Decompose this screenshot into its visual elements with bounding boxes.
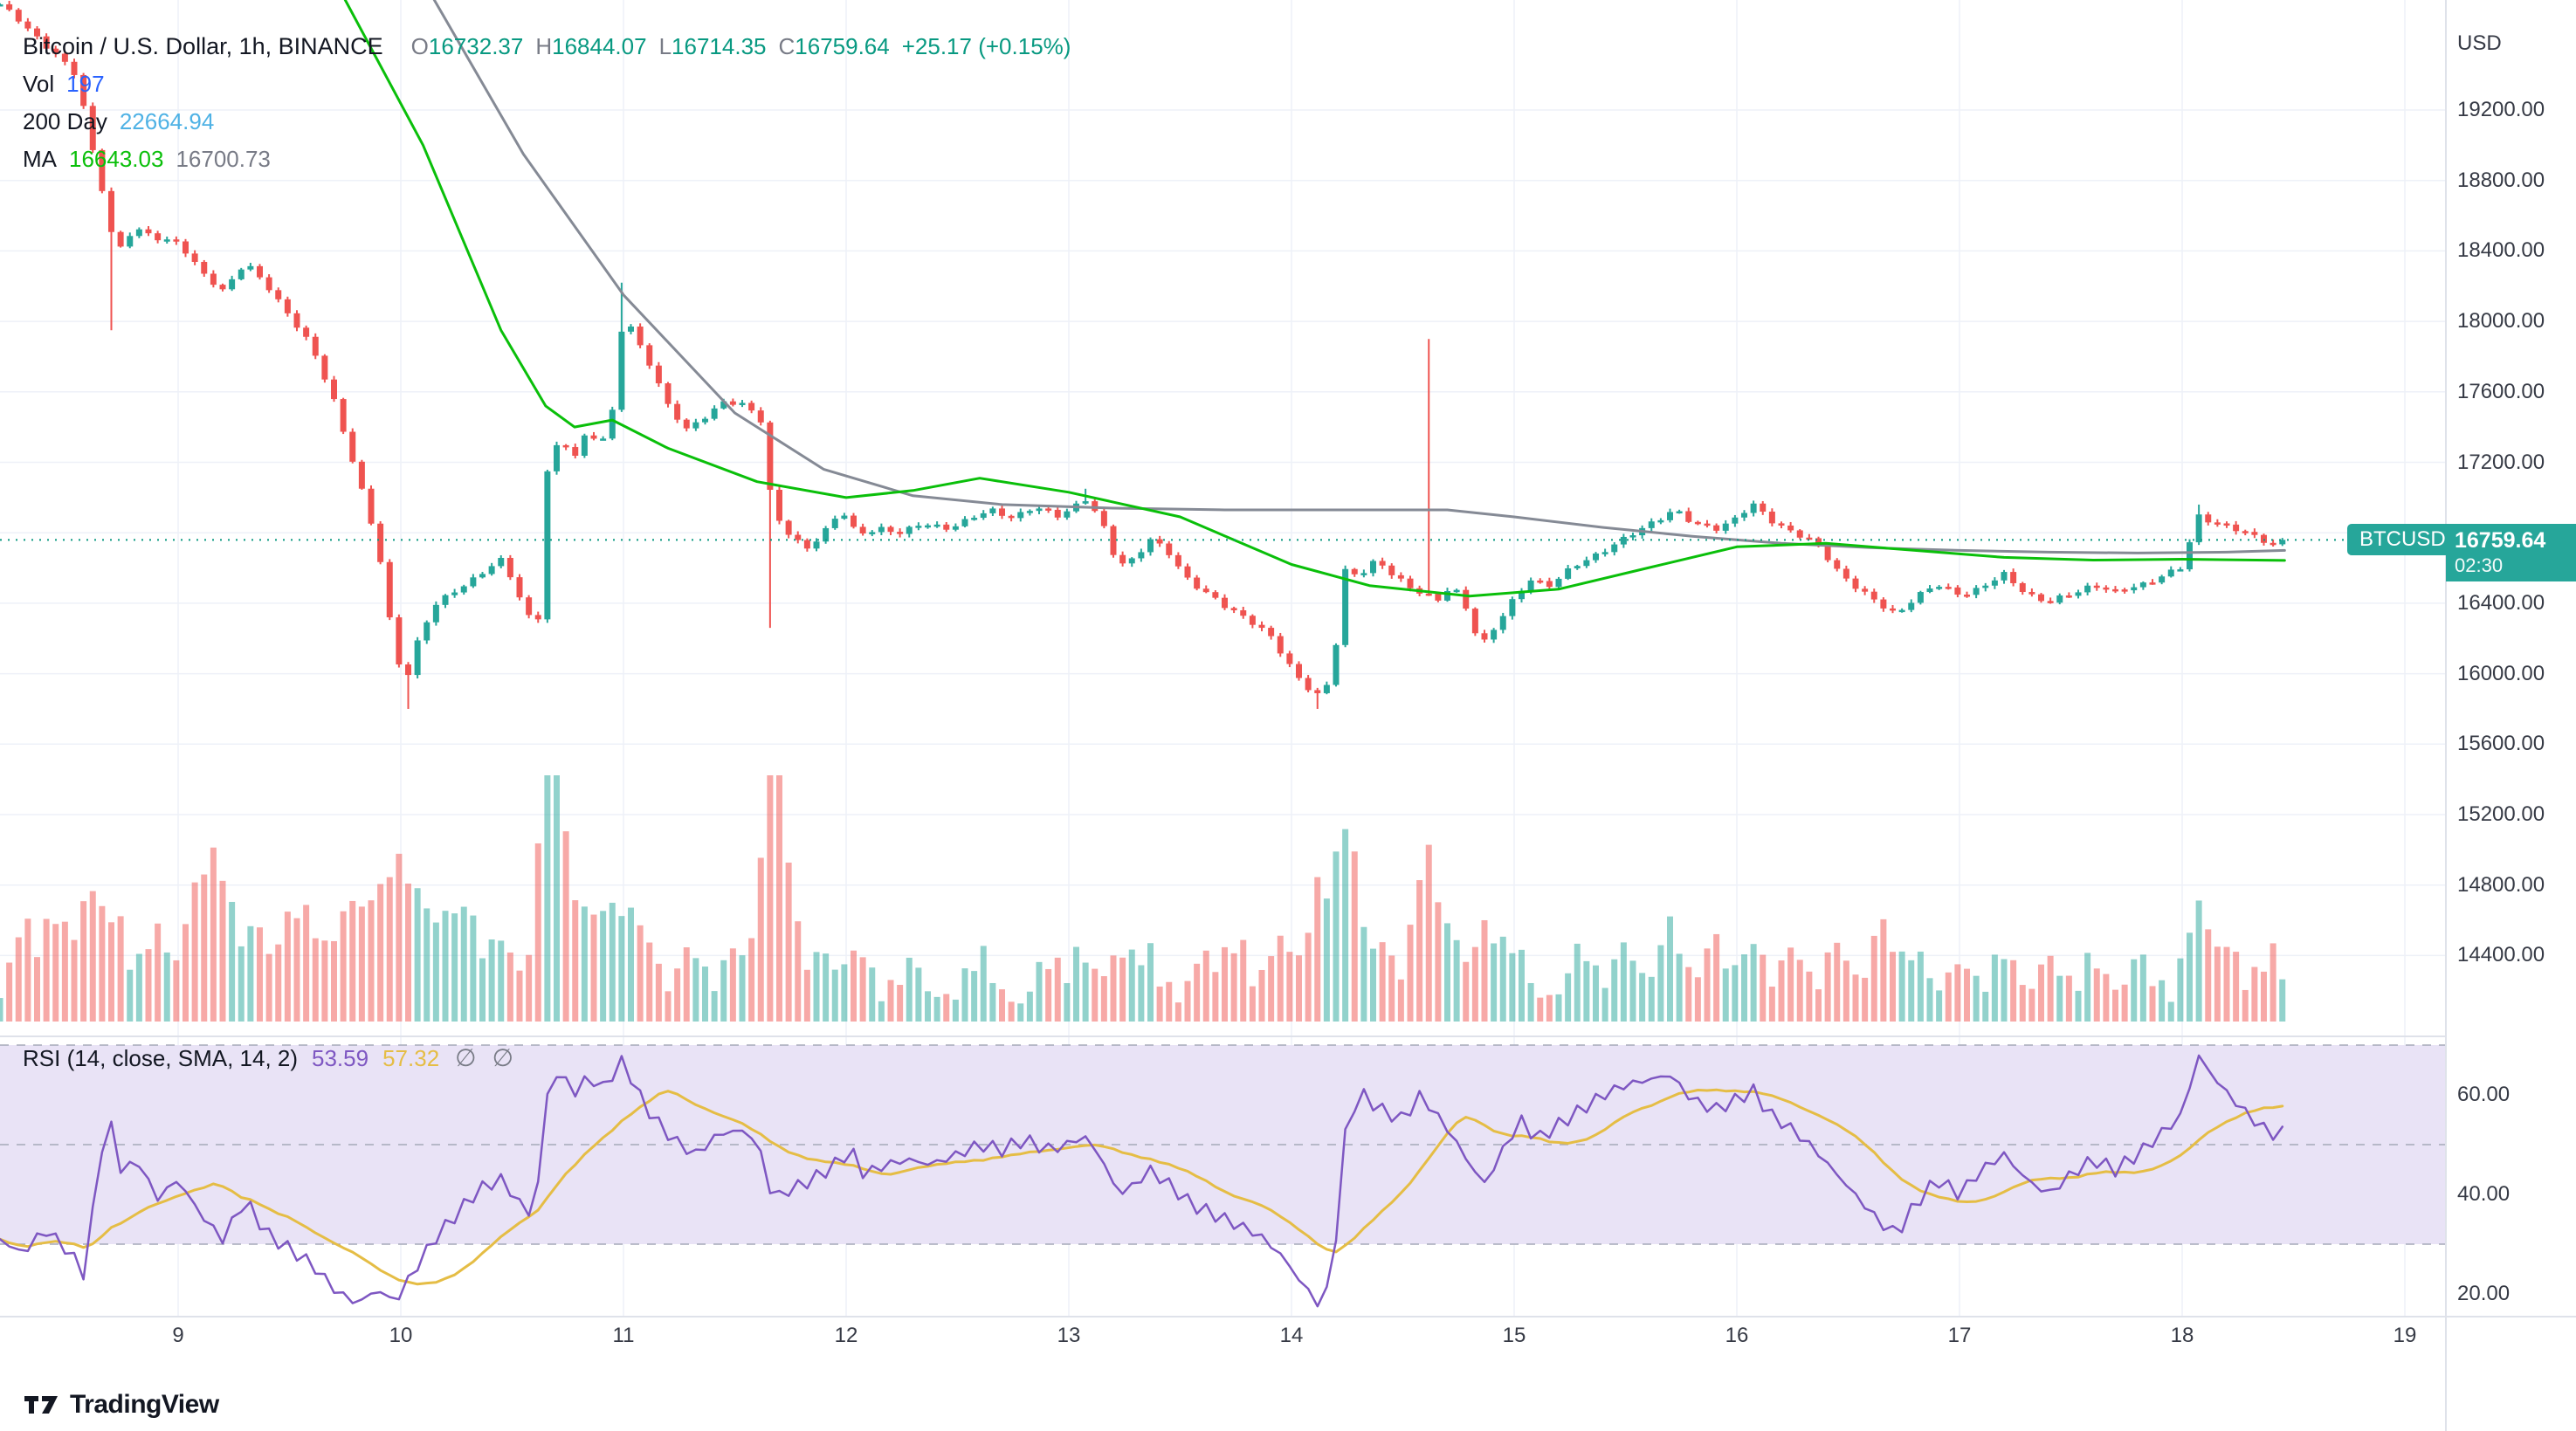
ma-green-line [343, 0, 2286, 598]
symbol-price-tag: BTCUSD [2347, 524, 2458, 556]
ma200-value: 22664.94 [119, 108, 215, 134]
ma200-label: 200 Day [23, 108, 107, 134]
time-axis-label: 16 [1725, 1324, 1749, 1347]
price-axis-label: 17600.00 [2457, 379, 2545, 403]
time-axis-label: 11 [612, 1324, 635, 1347]
price-axis-label: 17200.00 [2457, 450, 2545, 474]
tradingview-watermark-text: TradingView [70, 1390, 219, 1419]
candlestick-series [0, 0, 2286, 709]
ohlc-change: +25.17 (+0.15%) [901, 33, 1071, 59]
price-axis-label: 15200.00 [2457, 802, 2545, 826]
price-axis-label: 19200.00 [2457, 98, 2545, 121]
ohlc-high-value: 16844.07 [552, 33, 647, 59]
price-axis-label: 16000.00 [2457, 661, 2545, 685]
tradingview-logo[interactable]: TradingView [23, 1390, 219, 1420]
time-axis-label: 17 [1947, 1324, 1972, 1347]
tradingview-logo-icon [24, 1396, 58, 1414]
ohlc-close-label: C [778, 33, 796, 59]
volume-value: 197 [66, 71, 105, 97]
time-axis-label: 13 [1057, 1324, 1081, 1347]
bar-countdown: 02:30 [2455, 554, 2504, 577]
rsi-pane-separator[interactable] [0, 1035, 2447, 1037]
rsi-legend-title: RSI (14, close, SMA, 14, 2) [23, 1045, 299, 1071]
price-axis-label: 14400.00 [2457, 943, 2545, 967]
ma-fast-value: 16643.03 [69, 146, 164, 172]
time-axis-label: 10 [389, 1324, 413, 1347]
rsi-axis-label: 20.00 [2457, 1282, 2511, 1305]
ma200-legend-row[interactable]: 200 Day 22664.94 [23, 103, 1071, 141]
price-axis[interactable]: USD 19200.00 18800.00 18400.00 18000.00 1760… [2447, 0, 2576, 1431]
rsi-ma-hide-icon[interactable]: ∅ [492, 1044, 513, 1071]
current-price-value: 16759.64 [2455, 528, 2546, 554]
rsi-line [0, 1054, 2284, 1308]
rsi-ma-line [0, 1088, 2284, 1286]
ma-slow-value: 16700.73 [176, 146, 271, 172]
ohlc-high-label: H [535, 33, 553, 59]
volume-label: Vol [23, 71, 55, 97]
ma-gray-line [432, 0, 2286, 554]
symbol-legend: Bitcoin / U.S. Dollar, 1h, BINANCE O16732… [23, 28, 1071, 178]
currency-label: USD [2457, 31, 2502, 55]
current-price-label: 16759.64 02:30 [2446, 524, 2576, 582]
time-axis-label: 18 [2170, 1324, 2194, 1347]
rsi-axis-label: 60.00 [2457, 1083, 2511, 1106]
symbol-title-row[interactable]: Bitcoin / U.S. Dollar, 1h, BINANCE O16732… [23, 28, 1071, 65]
symbol-title: Bitcoin / U.S. Dollar, 1h, BINANCE [23, 33, 383, 59]
volume-legend-row[interactable]: Vol 197 [23, 65, 1071, 103]
ohlc-open-value: 16732.37 [428, 33, 524, 59]
ohlc-low-value: 16714.35 [672, 33, 767, 59]
price-axis-label: 18000.00 [2457, 309, 2545, 334]
rsi-hide-icon[interactable]: ∅ [455, 1044, 477, 1071]
ma-label: MA [23, 146, 57, 172]
ma-legend-row[interactable]: MA 16643.03 16700.73 [23, 141, 1071, 178]
volume-series [0, 775, 2286, 1022]
rsi-value: 53.59 [312, 1045, 369, 1071]
rsi-band [0, 1044, 2445, 1245]
price-axis-label: 18800.00 [2457, 168, 2545, 192]
time-axis-label: 19 [2393, 1324, 2417, 1347]
time-axis-label: 9 [172, 1324, 184, 1347]
time-axis-label: 12 [834, 1324, 858, 1347]
price-axis-label: 14800.00 [2457, 872, 2545, 897]
symbol-price-tag-text: BTCUSD [2359, 527, 2446, 552]
price-axis-label: 15600.00 [2457, 732, 2545, 756]
time-axis-separator [0, 1316, 2576, 1317]
rsi-legend[interactable]: RSI (14, close, SMA, 14, 2) 53.59 57.32 ∅ ∅ [23, 1044, 513, 1072]
rsi-axis-label: 40.00 [2457, 1182, 2511, 1206]
ohlc-open-label: O [410, 33, 429, 59]
price-axis-label: 18400.00 [2457, 238, 2545, 263]
time-axis-label: 14 [1279, 1324, 1304, 1347]
time-axis-label: 15 [1502, 1324, 1526, 1347]
ohlc-low-label: L [658, 33, 672, 59]
price-axis-separator[interactable] [2445, 0, 2447, 1431]
rsi-ma-value: 57.32 [382, 1045, 440, 1071]
price-axis-label: 16400.00 [2457, 590, 2545, 615]
ohlc-close-value: 16759.64 [795, 33, 890, 59]
